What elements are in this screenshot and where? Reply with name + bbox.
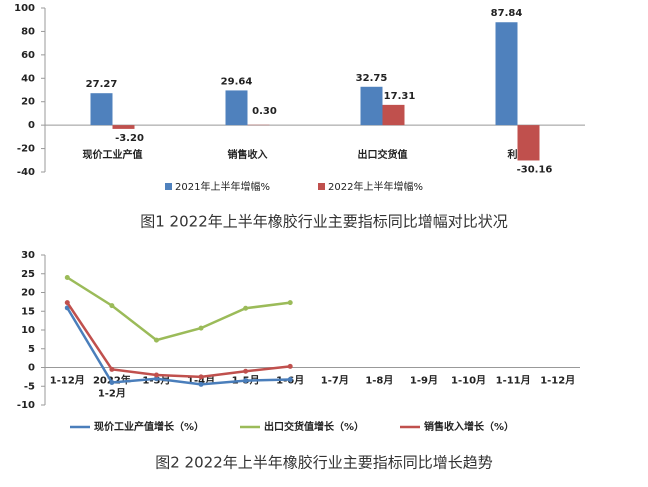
data-label: 32.75 xyxy=(356,73,388,84)
point xyxy=(198,325,204,331)
bar xyxy=(112,125,135,129)
x-tick-label: 2022年1-2月 xyxy=(93,374,131,400)
data-label: 0.30 xyxy=(252,106,277,117)
bar xyxy=(90,93,113,126)
point xyxy=(153,372,159,378)
x-tick-line: 1-9月 xyxy=(410,375,438,387)
caption: 图2 2022年上半年橡胶行业主要指标同比增长趋势 xyxy=(155,454,493,472)
y-tick-label: 25 xyxy=(21,269,35,280)
point xyxy=(109,380,115,385)
legend-swatch xyxy=(165,183,172,190)
x-tick-label: 1-12月 xyxy=(50,375,85,387)
point xyxy=(153,337,159,343)
x-tick-label: 现价工业产值 xyxy=(83,148,143,161)
y-tick-label: 80 xyxy=(21,26,35,37)
point xyxy=(64,275,70,280)
legend-label: 2021年上半年增幅% xyxy=(175,180,270,193)
data-label: 87.84 xyxy=(491,8,523,19)
x-tick-label: 1-8月 xyxy=(365,375,393,387)
line xyxy=(66,301,291,379)
x-tick-label: 出口交货值 xyxy=(358,148,408,161)
y-tick-label: 5 xyxy=(28,344,35,355)
point xyxy=(243,305,249,311)
data-label: -3.20 xyxy=(115,133,144,144)
x-tick-line: 销售收入 xyxy=(228,148,268,161)
y-tick-label: 20 xyxy=(21,97,35,108)
point xyxy=(287,363,293,369)
x-tick-line: 1-7月 xyxy=(321,375,349,387)
x-tick-label: 1-7月 xyxy=(321,375,349,387)
point xyxy=(287,377,293,382)
bar xyxy=(495,22,518,126)
point xyxy=(109,303,115,309)
y-tick-label: 15 xyxy=(21,306,35,317)
point xyxy=(153,376,159,382)
point xyxy=(198,374,204,380)
x-tick-line: 出口交货值 xyxy=(358,148,408,161)
x-tick-label: 1-9月 xyxy=(410,375,438,387)
data-label: 27.27 xyxy=(86,79,118,90)
y-tick-label: 20 xyxy=(21,288,35,299)
data-label: -30.16 xyxy=(517,164,553,175)
y-tick-label: 100 xyxy=(14,3,35,14)
bar xyxy=(225,90,248,126)
point xyxy=(243,368,249,374)
caption: 图1 2022年上半年橡胶行业主要指标同比增幅对比状况 xyxy=(140,213,508,231)
point xyxy=(64,300,70,306)
bar xyxy=(382,104,405,126)
bar xyxy=(360,86,383,126)
legend-swatch xyxy=(318,183,325,190)
x-tick-line: 1-12月 xyxy=(540,375,575,387)
legend-label: 销售收入增长（%） xyxy=(424,420,514,433)
x-tick-line: 1-2月 xyxy=(98,388,126,400)
legend-label: 现价工业产值增长（%） xyxy=(94,420,204,433)
y-tick-label: 40 xyxy=(21,73,35,84)
y-tick-label: 10 xyxy=(21,325,35,336)
point xyxy=(287,300,293,306)
x-tick-line: 1-11月 xyxy=(496,375,531,387)
legend-label: 出口交货值增长（%） xyxy=(264,420,364,433)
x-tick-line: 现价工业产值 xyxy=(83,148,143,161)
point xyxy=(243,378,249,384)
x-tick-line: 1-10月 xyxy=(451,375,486,387)
x-tick-line: 1-8月 xyxy=(365,375,393,387)
legend-label: 2022年上半年增幅% xyxy=(328,180,423,193)
line xyxy=(66,307,291,386)
data-label: 17.31 xyxy=(384,91,416,102)
y-tick-label: 30 xyxy=(21,250,35,261)
data-label: 29.64 xyxy=(221,76,253,87)
x-tick-label: 1-12月 xyxy=(540,375,575,387)
bar xyxy=(517,125,540,161)
x-tick-label: 1-11月 xyxy=(496,375,531,387)
point xyxy=(109,366,115,372)
point xyxy=(198,381,204,387)
y-tick-label: -10 xyxy=(17,400,35,411)
y-tick-label: -20 xyxy=(17,144,35,155)
x-tick-line: 1-12月 xyxy=(50,375,85,387)
y-tick-label: -5 xyxy=(24,381,35,392)
y-tick-label: -40 xyxy=(17,167,35,178)
y-tick-label: 0 xyxy=(28,120,35,131)
x-tick-label: 1-10月 xyxy=(451,375,486,387)
line xyxy=(66,276,291,342)
y-tick-label: 60 xyxy=(21,50,35,61)
y-tick-label: 0 xyxy=(28,363,35,374)
x-tick-label: 销售收入 xyxy=(228,148,268,161)
